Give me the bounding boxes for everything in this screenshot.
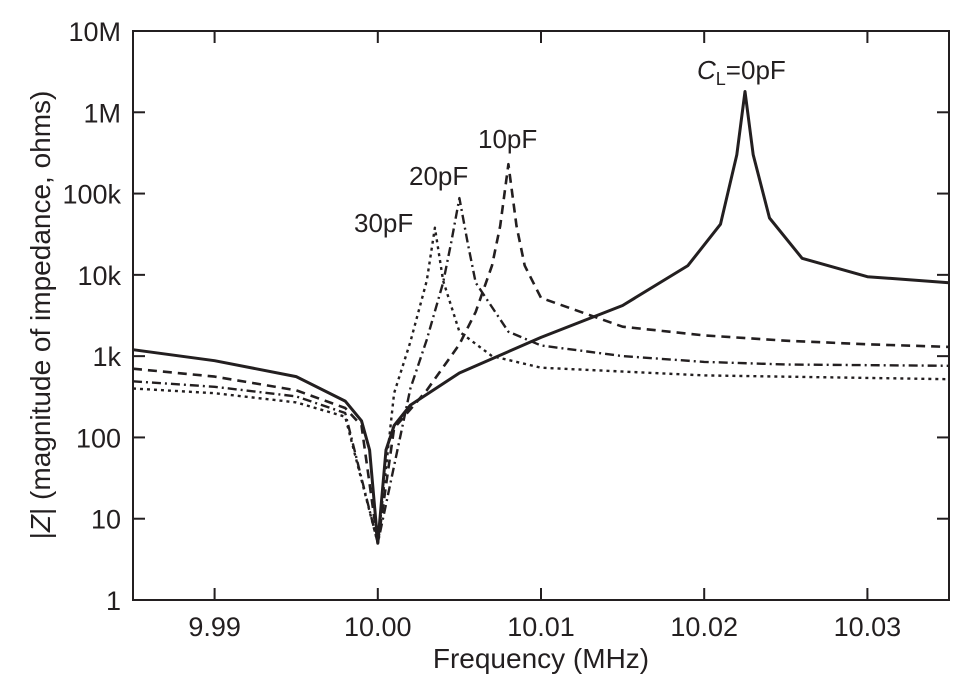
- y-tick-label: 10M: [68, 17, 121, 47]
- series-cl-0pf: [132, 90, 950, 545]
- label-10pf: 10pF: [478, 124, 537, 154]
- label-20pf: 20pF: [409, 161, 468, 191]
- series-30pf: [132, 226, 950, 545]
- series-20pf: [132, 196, 950, 545]
- y-tick-label: 1: [106, 586, 121, 616]
- x-tick-label: 9.99: [188, 612, 241, 642]
- y-axis-title: |Z| (magnitude of impedance, ohms): [25, 91, 56, 540]
- plot-frame: [132, 30, 950, 601]
- y-tick-label: 10: [91, 505, 121, 535]
- y-tick-label: 100k: [62, 180, 121, 210]
- x-tick-label: 10.01: [507, 612, 575, 642]
- axis-ticks: [133, 30, 949, 601]
- x-tick-label: 10.00: [344, 612, 412, 642]
- label-30pf: 30pF: [354, 208, 413, 238]
- x-axis-title: Frequency (MHz): [433, 643, 649, 674]
- x-tick-label: 10.03: [834, 612, 902, 642]
- x-tick-labels: 9.99 10.00 10.01 10.02 10.03: [188, 612, 901, 642]
- series-10pf: [132, 162, 950, 545]
- label-cl-0pf: CL=0pF: [697, 55, 786, 89]
- y-tick-label: 1M: [83, 98, 121, 128]
- y-tick-label: 100: [76, 423, 121, 453]
- y-tick-label: 10k: [77, 261, 121, 291]
- y-tick-labels: 1 10 100 1k 10k 100k 1M 10M: [62, 17, 121, 616]
- x-tick-label: 10.02: [670, 612, 738, 642]
- series-curves: [132, 90, 950, 545]
- y-tick-label: 1k: [92, 342, 121, 372]
